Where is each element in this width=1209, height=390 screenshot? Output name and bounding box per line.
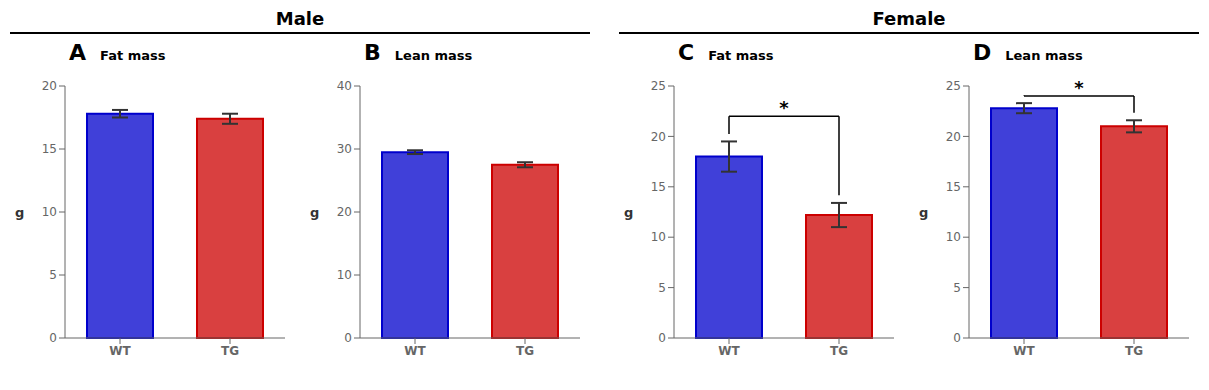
- svg-text:40: 40: [337, 79, 352, 93]
- svg-text:20: 20: [337, 205, 352, 219]
- svg-text:TG: TG: [221, 344, 239, 358]
- html-text:Lean mass: Lean mass: [394, 48, 473, 63]
- svg-text:15: 15: [946, 180, 961, 194]
- html-text:B: B: [364, 40, 381, 65]
- svg-text:0: 0: [49, 331, 57, 345]
- html-text:D: D: [973, 40, 992, 65]
- html-text:Fat mass: Fat mass: [708, 48, 774, 63]
- svg-text:15: 15: [651, 180, 666, 194]
- svg-text:TG: TG: [830, 344, 848, 358]
- svg-text:0: 0: [953, 331, 961, 345]
- svg-text:g: g: [15, 205, 24, 220]
- svg-text:WT: WT: [404, 344, 426, 358]
- svg-text:25: 25: [651, 79, 666, 93]
- svg-text:TG: TG: [1125, 344, 1143, 358]
- html-text:Male: Male: [275, 8, 325, 29]
- svg-text:15: 15: [42, 142, 57, 156]
- svg-text:g: g: [310, 205, 319, 220]
- html-text:C: C: [678, 40, 695, 65]
- svg-text:g: g: [919, 205, 928, 220]
- svg-text:10: 10: [337, 268, 352, 282]
- svg-text:WT: WT: [1013, 344, 1035, 358]
- svg-text:20: 20: [651, 130, 666, 144]
- svg-text:*: *: [1074, 77, 1084, 98]
- svg-text:0: 0: [344, 331, 352, 345]
- svg-text:10: 10: [651, 230, 666, 244]
- svg-text:10: 10: [42, 205, 57, 219]
- svg-text:5: 5: [953, 281, 961, 295]
- svg-text:WT: WT: [109, 344, 131, 358]
- svg-text:20: 20: [946, 130, 961, 144]
- svg-text:g: g: [624, 205, 633, 220]
- html-text:Fat mass: Fat mass: [100, 48, 166, 63]
- html-text:Lean mass: Lean mass: [1005, 48, 1083, 63]
- svg-text:0: 0: [658, 331, 666, 345]
- svg-text:5: 5: [658, 281, 666, 295]
- html-text:Female: Female: [872, 8, 946, 29]
- svg-text:TG: TG: [516, 344, 534, 358]
- html-text:A: A: [69, 40, 86, 65]
- svg-text:25: 25: [946, 79, 961, 93]
- svg-text:20: 20: [42, 79, 57, 93]
- svg-text:30: 30: [337, 142, 352, 156]
- svg-text:5: 5: [49, 268, 57, 282]
- svg-text:*: *: [779, 97, 789, 118]
- svg-text:WT: WT: [718, 344, 740, 358]
- svg-text:10: 10: [946, 230, 961, 244]
